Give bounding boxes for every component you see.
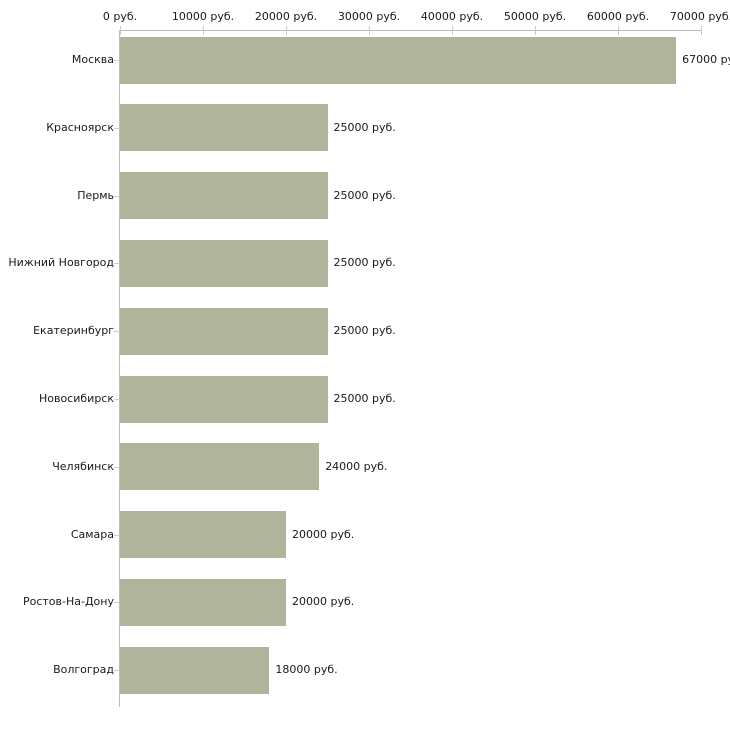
bar bbox=[120, 239, 328, 287]
bar bbox=[120, 172, 328, 220]
category-tick bbox=[114, 331, 119, 333]
bar bbox=[120, 443, 320, 491]
bar bbox=[120, 511, 286, 559]
x-axis-tick-label: 10000 руб. bbox=[171, 10, 235, 23]
bar bbox=[120, 375, 328, 423]
y-axis-line bbox=[119, 30, 120, 707]
x-axis-tick bbox=[535, 26, 536, 35]
value-label: 25000 руб. bbox=[333, 392, 396, 405]
value-label: 20000 руб. bbox=[292, 527, 355, 541]
category-label: Новосибирск bbox=[38, 392, 114, 405]
category-tick bbox=[114, 466, 119, 468]
x-axis-tick bbox=[203, 26, 204, 35]
value-label: 25000 руб. bbox=[333, 324, 396, 338]
x-axis-tick-label: 70000 руб. bbox=[669, 10, 730, 23]
x-axis-tick bbox=[452, 26, 453, 35]
x-axis-tick bbox=[286, 26, 287, 35]
category-label: Красноярск bbox=[46, 120, 114, 134]
x-axis-tick bbox=[701, 26, 702, 35]
category-tick bbox=[114, 127, 119, 129]
category-label: Пермь bbox=[77, 188, 114, 202]
category-label: Волгоград bbox=[53, 663, 114, 677]
bar bbox=[120, 36, 677, 84]
category-tick bbox=[114, 195, 119, 197]
x-axis-tick-label: 30000 руб. bbox=[337, 10, 401, 23]
x-axis-line bbox=[119, 30, 702, 31]
value-label: 25000 руб. bbox=[333, 120, 396, 134]
value-label: 67000 руб. bbox=[682, 53, 730, 66]
category-label: Екатеринбург bbox=[33, 324, 114, 338]
x-axis-tick-label: 0 руб. bbox=[102, 10, 138, 23]
value-label: 20000 руб. bbox=[292, 595, 355, 609]
category-tick bbox=[114, 399, 119, 400]
x-axis-tick-label: 40000 руб. bbox=[420, 10, 484, 23]
bar bbox=[120, 646, 270, 694]
bar bbox=[120, 307, 328, 355]
category-tick bbox=[114, 263, 119, 265]
bar bbox=[120, 578, 286, 626]
x-axis-tick bbox=[369, 26, 370, 35]
value-label: 25000 руб. bbox=[333, 188, 396, 202]
category-label: Ростов-На-Дону bbox=[22, 595, 114, 609]
x-axis-tick bbox=[120, 26, 121, 35]
x-axis-tick-label: 20000 руб. bbox=[254, 10, 318, 23]
value-label: 25000 руб. bbox=[333, 256, 396, 270]
category-tick bbox=[114, 602, 119, 604]
category-tick bbox=[114, 534, 119, 536]
category-label: Москва bbox=[71, 53, 114, 66]
category-label: Самара bbox=[70, 527, 114, 541]
bar bbox=[120, 104, 328, 152]
x-axis-tick bbox=[618, 26, 619, 35]
category-tick bbox=[114, 670, 119, 672]
value-label: 18000 руб. bbox=[275, 663, 338, 677]
category-tick bbox=[114, 60, 119, 61]
category-label: Челябинск bbox=[52, 459, 114, 473]
x-axis-tick-label: 60000 руб. bbox=[586, 10, 650, 23]
x-axis-tick-label: 50000 руб. bbox=[503, 10, 567, 23]
value-label: 24000 руб. bbox=[325, 459, 388, 473]
category-label: Нижний Новгород bbox=[8, 256, 114, 270]
